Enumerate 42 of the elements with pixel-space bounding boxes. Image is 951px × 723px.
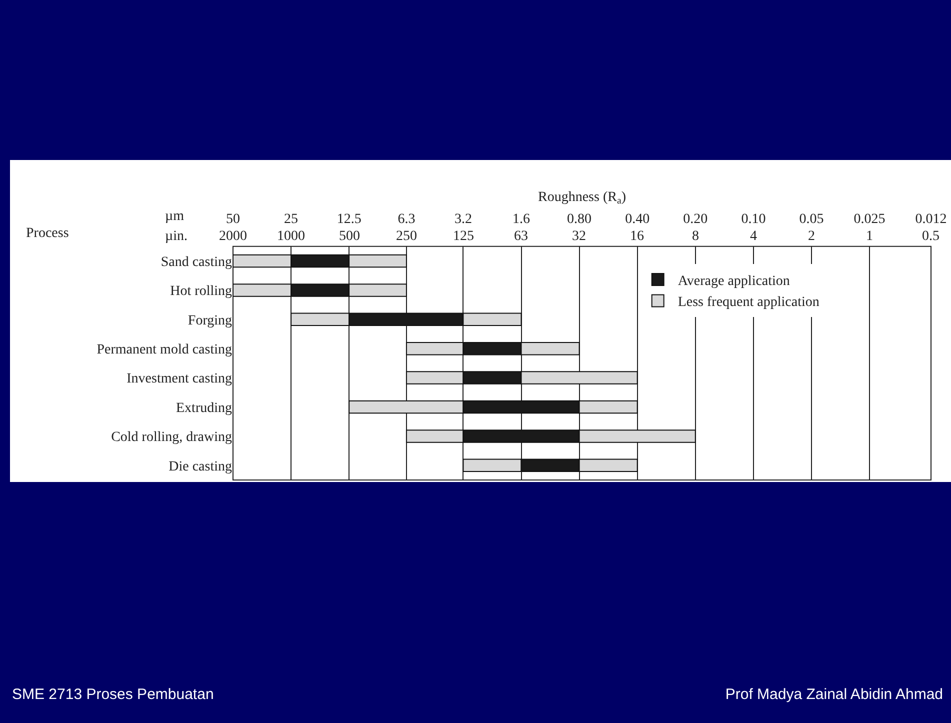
text: 500	[339, 229, 360, 244]
x-tick-label: 25	[284, 212, 298, 228]
text: 63	[514, 229, 528, 244]
y-tick-label: Sand casting	[160, 254, 232, 270]
text: Prof Madya Zainal Abidin Ahmad	[725, 686, 943, 703]
text: 1000	[277, 229, 305, 244]
x-tick-label: 1.6	[512, 212, 530, 228]
text: 250	[396, 229, 417, 244]
y-tick-label: Cold rolling, drawing	[111, 430, 232, 446]
text: 32	[572, 229, 586, 244]
text: SME 2713 Proses Pembuatan	[12, 686, 214, 703]
x-tick-label: 0.80	[567, 212, 592, 228]
legend-label: Less frequent application	[678, 295, 820, 310]
text: µin.	[165, 229, 188, 244]
x-axis-title: Roughness (R$_{a}$)	[538, 190, 626, 207]
text: 125	[453, 229, 474, 244]
x-tick-label: 3.2	[454, 212, 472, 228]
x-tick-label: 0.05	[799, 212, 824, 228]
x-tick-label: 6.3	[398, 212, 416, 228]
y-tick-label: Permanent mold casting	[96, 342, 232, 358]
x-tick-label: 0.025	[854, 212, 886, 228]
x-tick-label: 12.5	[336, 212, 362, 228]
text: µm	[165, 209, 184, 224]
text: 4	[750, 229, 757, 244]
text: 2000	[219, 229, 247, 244]
x-tick-label: 0.012	[915, 212, 947, 228]
x-tick-label: 0.40	[625, 212, 650, 228]
y-tick-label: Die casting	[168, 459, 232, 474]
legend-label: Average application	[678, 274, 790, 289]
text: 16	[630, 229, 644, 244]
y-tick-label: Forging	[188, 313, 232, 328]
y-tick-label: Investment casting	[126, 372, 232, 387]
text: 0.5	[922, 229, 940, 244]
x-tick-label: 50	[226, 212, 240, 228]
x-tick-label: 0.20	[683, 212, 708, 228]
y-tick-label: Hot rolling	[170, 284, 232, 300]
text: Process	[26, 226, 69, 241]
x-tick-label: 0.10	[741, 212, 766, 228]
text: 2	[808, 229, 815, 244]
text: 8	[692, 229, 699, 244]
y-tick-label: Extruding	[176, 400, 232, 416]
text: 1	[866, 229, 873, 244]
